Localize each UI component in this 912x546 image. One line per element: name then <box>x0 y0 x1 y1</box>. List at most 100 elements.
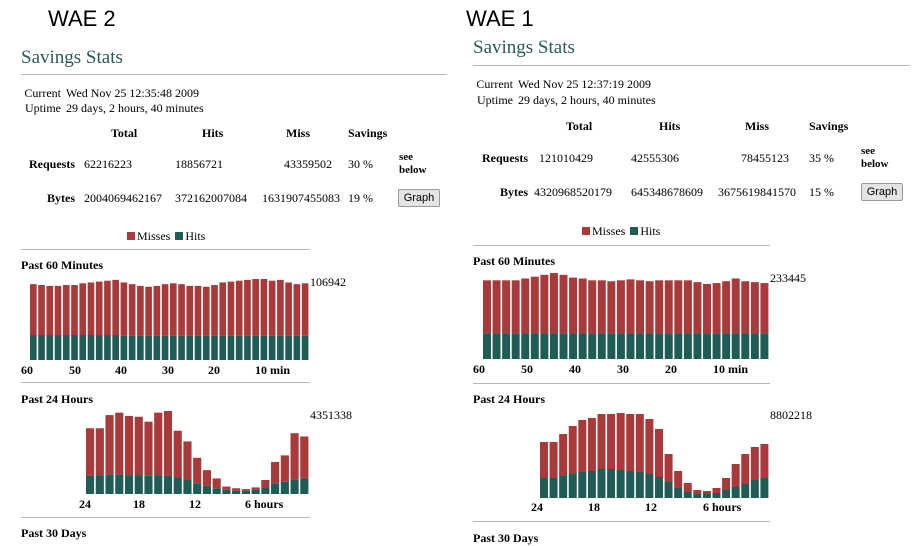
see-text: see <box>399 151 414 163</box>
hours-hits-bar-21 <box>741 484 750 498</box>
see-text: see <box>861 145 876 157</box>
minutes-hits-bar-25 <box>722 333 731 359</box>
hours-misses-bar-22 <box>300 436 309 479</box>
minutes-misses-bar-32 <box>293 284 301 336</box>
graph-button[interactable]: Graph <box>398 189 440 207</box>
hours-misses-bar-19 <box>722 478 731 490</box>
hours-hits-bar-15 <box>232 490 241 494</box>
requests-miss: 78455123 <box>741 151 789 165</box>
minutes-hits-bar-4 <box>521 333 530 359</box>
minutes-misses-bar-8 <box>559 274 568 334</box>
hours-hits-bar-7 <box>607 469 616 498</box>
uptime-label: Uptime <box>477 93 513 107</box>
minutes-misses-bar-17 <box>170 283 177 336</box>
hours-misses-bar-15 <box>683 483 692 492</box>
legend-divider <box>21 249 310 250</box>
minutes-misses-bar-11 <box>588 280 597 334</box>
uptime: Uptime 29 days, 2 hours, 40 minutes <box>473 93 656 108</box>
hours-misses-bar-17 <box>702 491 711 494</box>
hours-hits-bar-13 <box>664 482 673 498</box>
minutes-misses-bar-0 <box>30 284 37 336</box>
minutes-hits-bar-27 <box>252 335 259 360</box>
hours-hits-bar-18 <box>712 493 721 498</box>
minutes-misses-bar-19 <box>186 285 194 336</box>
minutes-hits-bar-19 <box>186 335 194 360</box>
minutes-hits-bar-31 <box>285 335 292 360</box>
hours-misses-bar-6 <box>597 414 606 469</box>
minutes-hits-bar-16 <box>636 333 645 359</box>
header-savings: Savings <box>348 126 388 140</box>
minutes-misses-bar-4 <box>521 278 530 334</box>
minutes-divider <box>473 383 770 384</box>
minutes-tick-40: 40 <box>115 363 127 377</box>
hours-hits-bar-22 <box>300 478 309 494</box>
hours-hits-bar-9 <box>173 477 182 494</box>
minutes-hits-bar-12 <box>128 335 136 360</box>
hours-misses-bar-4 <box>578 420 587 472</box>
hours-misses-bar-4 <box>124 415 134 476</box>
minutes-hits-bar-9 <box>569 333 578 359</box>
minutes-divider <box>21 382 310 383</box>
hours-misses-bar-8 <box>616 413 625 470</box>
minutes-hits-bar-12 <box>597 333 606 359</box>
hours-hits-bar-0 <box>86 475 95 494</box>
minutes-misses-bar-27 <box>741 281 750 334</box>
hours-hits-bar-4 <box>124 475 134 494</box>
minutes-section-title: Past 60 Minutes <box>21 258 103 272</box>
minutes-misses-bar-15 <box>153 285 161 336</box>
hours-chart <box>540 413 769 498</box>
minutes-misses-bar-1 <box>38 285 45 336</box>
hours-hits-bar-18 <box>261 487 270 494</box>
uptime-value: 29 days, 2 hours, 40 minutes <box>518 93 656 107</box>
hours-hits-bar-5 <box>587 471 596 498</box>
hours-hits-bar-11 <box>645 474 654 498</box>
minutes-hits-bar-23 <box>219 335 227 360</box>
page-title: Savings Stats <box>21 47 123 68</box>
minutes-hits-bar-0 <box>483 333 491 359</box>
minutes-hits-bar-18 <box>178 335 185 360</box>
minutes-misses-bar-24 <box>227 281 235 336</box>
minutes-hits-bar-23 <box>703 333 711 359</box>
hours-misses-bar-13 <box>664 454 673 482</box>
minutes-misses-bar-9 <box>104 280 111 336</box>
requests-label: Requests <box>28 157 75 171</box>
minutes-misses-bar-28 <box>750 282 759 334</box>
legend-hits: Hits <box>185 229 206 243</box>
minutes-hits-bar-17 <box>645 333 654 359</box>
minutes-hits-bar-5 <box>530 333 539 359</box>
requests-miss: 43359502 <box>284 157 332 171</box>
hours-misses-bar-6 <box>144 421 153 476</box>
minutes-misses-bar-12 <box>128 284 136 336</box>
minutes-misses-bar-0 <box>483 280 491 334</box>
hours-hits-bar-23 <box>760 478 769 498</box>
hours-hits-bar-4 <box>578 472 587 498</box>
hours-misses-bar-11 <box>645 419 654 474</box>
minutes-hits-bar-24 <box>227 335 235 360</box>
hours-hits-bar-22 <box>750 480 759 498</box>
graph-button[interactable]: Graph <box>861 183 903 201</box>
hours-hits-bar-8 <box>163 475 173 494</box>
hours-misses-bar-12 <box>202 470 212 486</box>
hours-misses-bar-3 <box>115 412 124 475</box>
hours-hits-bar-15 <box>683 492 692 498</box>
minutes-misses-bar-5 <box>530 276 539 334</box>
hours-misses-bar-18 <box>712 488 721 493</box>
hours-section-title: Past 24 Hours <box>21 392 93 406</box>
hours-misses-bar-1 <box>549 442 558 478</box>
requests-savings: 35 % <box>809 151 834 165</box>
minutes-misses-bar-2 <box>46 285 54 336</box>
minutes-misses-bar-1 <box>492 280 501 334</box>
minutes-tick-20: 20 <box>665 362 677 376</box>
bytes-label: Bytes <box>47 191 75 205</box>
hours-misses-bar-13 <box>212 478 221 489</box>
hours-hits-bar-19 <box>722 490 731 498</box>
hours-misses-bar-2 <box>105 415 114 475</box>
minutes-hits-bar-4 <box>62 335 70 360</box>
hours-misses-bar-21 <box>741 454 750 484</box>
minutes-misses-bar-3 <box>54 285 62 336</box>
minutes-misses-bar-13 <box>607 281 616 334</box>
minutes-misses-bar-4 <box>62 285 70 336</box>
legend-hits: Hits <box>640 224 661 238</box>
current-time: Current Wed Nov 25 12:37:19 2009 <box>473 77 651 92</box>
hours-hits-bar-8 <box>616 470 625 498</box>
